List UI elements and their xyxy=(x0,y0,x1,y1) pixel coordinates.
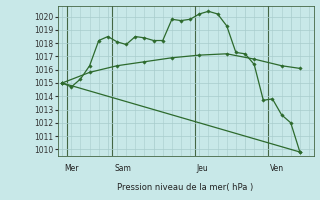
Text: Sam: Sam xyxy=(114,164,131,173)
Text: Ven: Ven xyxy=(270,164,284,173)
Text: Pression niveau de la mer( hPa ): Pression niveau de la mer( hPa ) xyxy=(117,183,254,192)
Text: Jeu: Jeu xyxy=(196,164,208,173)
Text: Mer: Mer xyxy=(64,164,78,173)
